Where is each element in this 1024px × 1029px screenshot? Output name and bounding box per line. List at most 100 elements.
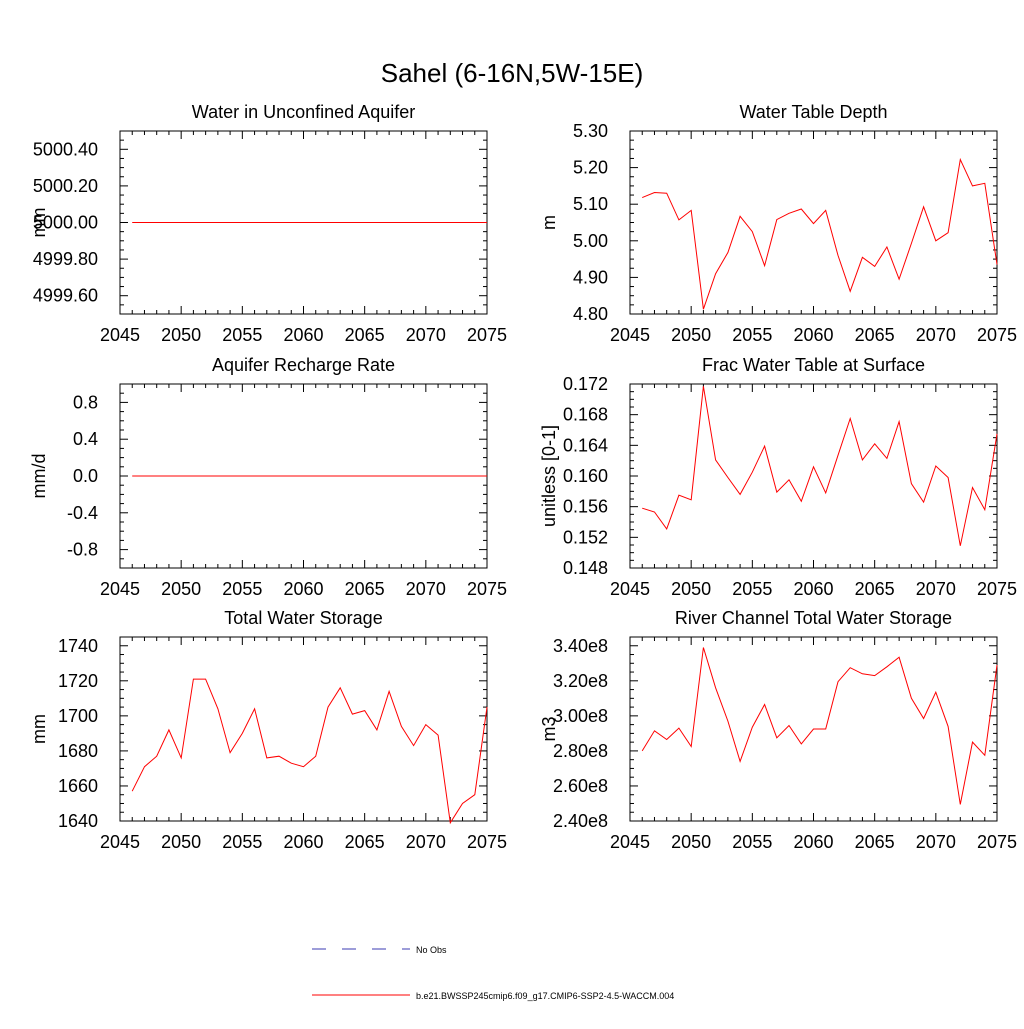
x-tick-label: 2060 <box>283 579 323 599</box>
chart-panel-4: Frac Water Table at Surface unitless [0-1… <box>539 355 1017 599</box>
x-tick-label: 2070 <box>406 579 446 599</box>
y-axis-label: m <box>539 215 559 230</box>
y-axis-label: m3 <box>539 716 559 741</box>
chart-panel-2: Water Table Depth m 2045 2050 2055 2060 2065 20… <box>539 102 1017 345</box>
panel-title: Aquifer Recharge Rate <box>212 355 395 375</box>
x-tick-label: 2050 <box>671 325 711 345</box>
y-axis-label: mm/d <box>29 454 49 499</box>
series-line <box>642 386 998 546</box>
x-tick-label: 2055 <box>222 832 262 852</box>
y-tick-label: 0.156 <box>563 497 608 517</box>
y-tick-label: 0.8 <box>73 392 98 412</box>
y-tick-label: 5000.20 <box>33 176 98 196</box>
x-tick-label: 2065 <box>855 579 895 599</box>
panel-title: River Channel Total Water Storage <box>675 608 952 628</box>
x-tick-label: 2050 <box>671 832 711 852</box>
y-axis-label: unitless [0-1] <box>539 425 559 527</box>
y-tick-label: 5.30 <box>573 121 608 141</box>
x-tick-label: 2075 <box>467 579 507 599</box>
x-tick-label: 2075 <box>977 579 1017 599</box>
x-tick-label: 2060 <box>793 832 833 852</box>
y-tick-label: 4999.80 <box>33 249 98 269</box>
series-line <box>641 647 998 805</box>
chart-panel-5: Total Water Storage mm 2045 2050 2055 2060 206… <box>29 608 507 852</box>
y-tick-label: 0.164 <box>563 435 608 455</box>
figure-title: Sahel (6-16N,5W-15E) <box>381 58 644 88</box>
y-tick-label: 4.80 <box>573 304 608 324</box>
y-tick-label: 3.00e8 <box>553 706 608 726</box>
y-tick-label: 0.168 <box>563 405 608 425</box>
x-tick-label: 2050 <box>161 832 201 852</box>
x-tick-label: 2055 <box>732 832 772 852</box>
x-tick-label: 2045 <box>100 325 140 345</box>
x-tick-label: 2050 <box>161 325 201 345</box>
x-tick-label: 2075 <box>977 832 1017 852</box>
panel-title: Water in Unconfined Aquifer <box>192 102 415 122</box>
x-tick-label: 2070 <box>916 832 956 852</box>
x-tick-label: 2060 <box>793 325 833 345</box>
x-tick-label: 2060 <box>283 832 323 852</box>
x-tick-label: 2075 <box>467 832 507 852</box>
y-tick-label: 1680 <box>58 741 98 761</box>
plot-frame <box>119 636 488 822</box>
y-tick-label: 1720 <box>58 671 98 691</box>
y-tick-label: 5.10 <box>573 194 608 214</box>
x-tick-label: 2045 <box>610 579 650 599</box>
legend-label-no-obs: No Obs <box>416 945 447 955</box>
x-tick-label: 2055 <box>732 325 772 345</box>
x-tick-label: 2065 <box>345 579 385 599</box>
plot-frame <box>629 130 998 315</box>
series-line <box>131 678 488 825</box>
y-axis-label: mm <box>29 714 49 744</box>
y-tick-label: 4.90 <box>573 267 608 287</box>
x-tick-label: 2050 <box>671 579 711 599</box>
y-tick-label: 5000.40 <box>33 139 98 159</box>
y-tick-label: 5.20 <box>573 158 608 178</box>
y-tick-label: 1660 <box>58 776 98 796</box>
x-tick-label: 2060 <box>793 579 833 599</box>
x-tick-label: 2050 <box>161 579 201 599</box>
y-tick-label: 0.152 <box>563 527 608 547</box>
x-tick-label: 2070 <box>916 579 956 599</box>
x-tick-label: 2070 <box>406 325 446 345</box>
panel-title: Total Water Storage <box>224 608 382 628</box>
legend: No Obs b.e21.BWSSP245cmip6.f09_g17.CMIP6… <box>312 945 674 1001</box>
y-tick-label: 1740 <box>58 636 98 656</box>
panels: Water in Unconfined Aquifer mm 2045 2050 205… <box>29 102 1017 852</box>
x-tick-label: 2075 <box>977 325 1017 345</box>
x-tick-label: 2055 <box>732 579 772 599</box>
series-line <box>642 157 998 310</box>
y-tick-label: -0.4 <box>67 503 98 523</box>
y-tick-label: 0.172 <box>563 374 608 394</box>
legend-label-model: b.e21.BWSSP245cmip6.f09_g17.CMIP6-SSP2-4… <box>416 991 674 1001</box>
x-tick-label: 2045 <box>100 832 140 852</box>
x-tick-label: 2055 <box>222 325 262 345</box>
plot-frame <box>629 383 998 569</box>
x-tick-label: 2070 <box>406 832 446 852</box>
x-tick-label: 2070 <box>916 325 956 345</box>
y-axis-label: mm <box>29 208 49 238</box>
x-tick-label: 2065 <box>855 325 895 345</box>
y-tick-label: 1700 <box>58 706 98 726</box>
y-tick-label: 2.80e8 <box>553 741 608 761</box>
y-tick-label: 5.00 <box>573 231 608 251</box>
y-tick-label: 3.20e8 <box>553 671 608 691</box>
x-tick-label: 2055 <box>222 579 262 599</box>
x-tick-label: 2075 <box>467 325 507 345</box>
panel-title: Water Table Depth <box>739 102 887 122</box>
y-tick-label: -0.8 <box>67 540 98 560</box>
y-tick-label: 2.40e8 <box>553 811 608 831</box>
panel-title: Frac Water Table at Surface <box>702 355 925 375</box>
y-tick-label: 5000.00 <box>33 213 98 233</box>
chart-panel-1: Water in Unconfined Aquifer mm 2045 2050 205… <box>29 102 507 345</box>
y-tick-label: 0.4 <box>73 429 98 449</box>
y-tick-label: 0.0 <box>73 466 98 486</box>
x-tick-label: 2065 <box>345 325 385 345</box>
x-tick-label: 2065 <box>345 832 385 852</box>
y-tick-label: 4999.60 <box>33 286 98 306</box>
x-tick-label: 2065 <box>855 832 895 852</box>
x-tick-label: 2060 <box>283 325 323 345</box>
